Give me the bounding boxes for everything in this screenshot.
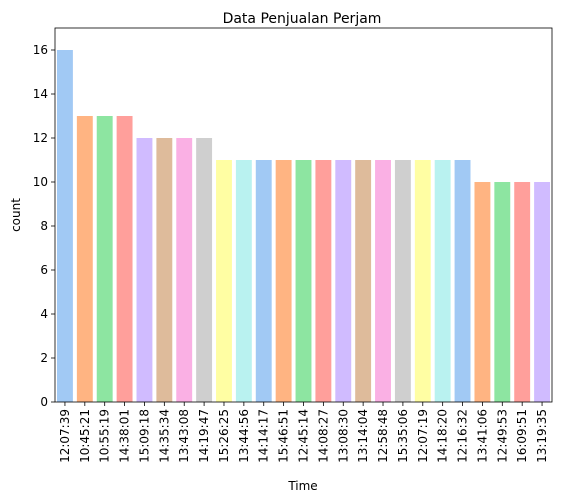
bar-5: [156, 138, 173, 402]
bar-17: [394, 160, 411, 402]
bar-2: [96, 116, 113, 402]
x-tick-label-20: 12:16:32: [456, 409, 470, 463]
bar-19: [434, 160, 451, 402]
x-tick-label-1: 10:45:21: [78, 409, 92, 463]
y-tick-label-6: 12: [33, 131, 48, 145]
bar-7: [196, 138, 213, 402]
y-tick-label-8: 16: [33, 43, 48, 57]
x-tick-label-5: 14:35:34: [157, 409, 171, 463]
x-tick-label-0: 12:07:39: [58, 409, 72, 463]
x-tick-label-19: 14:18:20: [436, 409, 450, 463]
x-tick-label-12: 12:45:14: [297, 409, 311, 463]
bar-9: [235, 160, 252, 402]
x-tick-label-3: 14:38:01: [118, 409, 132, 463]
bar-12: [295, 160, 312, 402]
x-axis-label: Time: [287, 479, 317, 493]
x-tick-label-10: 14:14:17: [257, 409, 271, 463]
x-tick-label-18: 12:07:19: [416, 409, 430, 463]
y-tick-label-0: 0: [40, 395, 48, 409]
bar-1: [76, 116, 93, 402]
x-tick-label-2: 10:55:19: [98, 409, 112, 463]
bar-3: [116, 116, 133, 402]
y-axis-label: count: [9, 198, 23, 232]
x-axis: 12:07:39 10:45:21 10:55:19 14:38:01 15:09:18…: [58, 402, 549, 463]
bar-8: [216, 160, 232, 402]
y-tick-label-7: 14: [33, 87, 48, 101]
x-tick-label-17: 15:35:06: [396, 409, 410, 463]
plot-frame: [54, 27, 553, 403]
x-tick-label-23: 16:09:51: [515, 409, 529, 463]
x-tick-label-9: 13:44:56: [237, 409, 251, 463]
bar-22: [494, 182, 511, 402]
bar-14: [335, 160, 352, 402]
y-tick-label-1: 2: [40, 351, 48, 365]
bar-13: [315, 160, 332, 402]
x-tick-label-6: 13:43:08: [177, 409, 191, 463]
bar-21: [474, 182, 491, 402]
bar-23: [514, 182, 531, 402]
x-tick-label-13: 14:08:27: [316, 409, 330, 463]
bar-15: [355, 160, 372, 402]
y-tick-label-3: 6: [40, 263, 48, 277]
bar-4: [136, 138, 153, 402]
x-tick-label-4: 15:09:18: [137, 409, 151, 463]
x-tick-label-24: 13:19:35: [535, 409, 549, 463]
x-tick-label-8: 15:26:25: [217, 409, 231, 463]
x-tick-label-21: 13:41:06: [475, 409, 489, 463]
bar-16: [375, 160, 391, 402]
x-tick-label-7: 14:19:47: [197, 409, 211, 463]
bar-24: [534, 182, 551, 402]
bar-20: [454, 160, 471, 402]
y-axis: 0 2 4 6 8 10 12 14 16: [33, 43, 55, 409]
x-tick-label-11: 15:46:51: [277, 409, 291, 463]
y-tick-label-5: 10: [33, 175, 48, 189]
x-tick-label-14: 13:08:30: [336, 409, 350, 463]
chart-title: Data Penjualan Perjam: [223, 11, 382, 27]
y-tick-label-4: 8: [40, 219, 48, 233]
y-tick-label-2: 4: [40, 307, 48, 321]
bar-10: [255, 160, 272, 402]
bar-6: [176, 138, 193, 402]
x-tick-label-15: 13:14:04: [356, 409, 370, 463]
bars-group: [56, 50, 551, 402]
x-tick-label-22: 12:49:53: [495, 409, 509, 463]
x-tick-label-16: 12:58:48: [376, 409, 390, 463]
bar-18: [414, 160, 431, 402]
bar-11: [275, 160, 292, 402]
bar-0: [56, 50, 73, 402]
